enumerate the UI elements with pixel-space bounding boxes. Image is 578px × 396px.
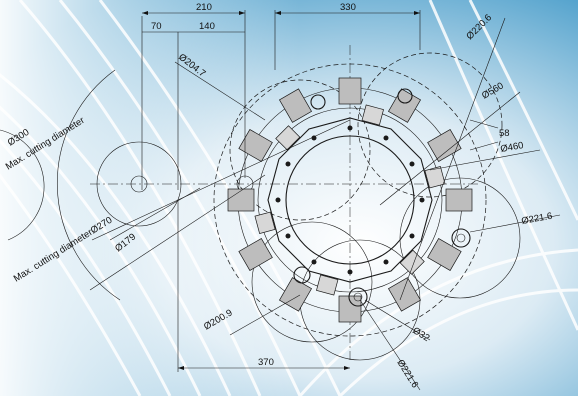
dim-58: 58 xyxy=(499,128,510,139)
tool-holder xyxy=(424,166,446,189)
dim-70: 70 xyxy=(151,21,162,32)
tool-disc-bottom-left xyxy=(293,266,311,284)
top-dimension-lines xyxy=(141,10,421,190)
tool-disc-top-right xyxy=(397,88,413,104)
tool-station xyxy=(338,295,362,323)
bottom-dimension-line xyxy=(177,200,350,372)
tool-disc-right xyxy=(451,228,471,248)
arc-left-large xyxy=(57,69,121,301)
turret-tool-stations xyxy=(227,77,473,323)
tool-station xyxy=(238,128,273,163)
circle-d204-7 xyxy=(229,79,371,221)
circle-d200-9 xyxy=(251,221,373,343)
tool-disc-right-hub xyxy=(456,233,466,243)
dim-d221-6-right: Ø221.6 xyxy=(521,211,554,227)
turret-center-disc xyxy=(285,135,415,265)
turret-body-outline xyxy=(267,117,433,283)
tool-station xyxy=(387,88,422,123)
tool-holder xyxy=(316,274,339,296)
dim-d460: Ø460 xyxy=(500,140,525,155)
tool-station xyxy=(278,88,313,123)
arc-left-edge xyxy=(0,129,45,241)
tool-disc-bottom-hub xyxy=(353,292,363,302)
turret-bolt-holes xyxy=(275,125,425,275)
tool-disc-top-left xyxy=(310,94,326,110)
tool-station xyxy=(338,77,362,105)
circle-d220-6 xyxy=(357,52,503,198)
dim-370: 370 xyxy=(258,357,274,368)
tool-disc-bottom xyxy=(348,287,368,307)
tool-holder xyxy=(361,104,384,126)
tool-station xyxy=(427,128,462,163)
tool-station xyxy=(227,188,255,212)
tool-holder xyxy=(254,211,276,234)
tool-station xyxy=(387,277,422,312)
dim-210: 210 xyxy=(196,2,212,13)
dim-330: 330 xyxy=(340,2,356,13)
tool-station xyxy=(427,237,462,272)
tool-station xyxy=(238,237,273,272)
tool-holder xyxy=(275,125,301,151)
tool-holder xyxy=(399,249,425,275)
dim-140: 140 xyxy=(199,21,215,32)
circle-d221-6-right xyxy=(399,177,521,299)
background-fade xyxy=(0,0,300,396)
leader-lines xyxy=(89,17,561,391)
tool-station xyxy=(445,188,473,212)
